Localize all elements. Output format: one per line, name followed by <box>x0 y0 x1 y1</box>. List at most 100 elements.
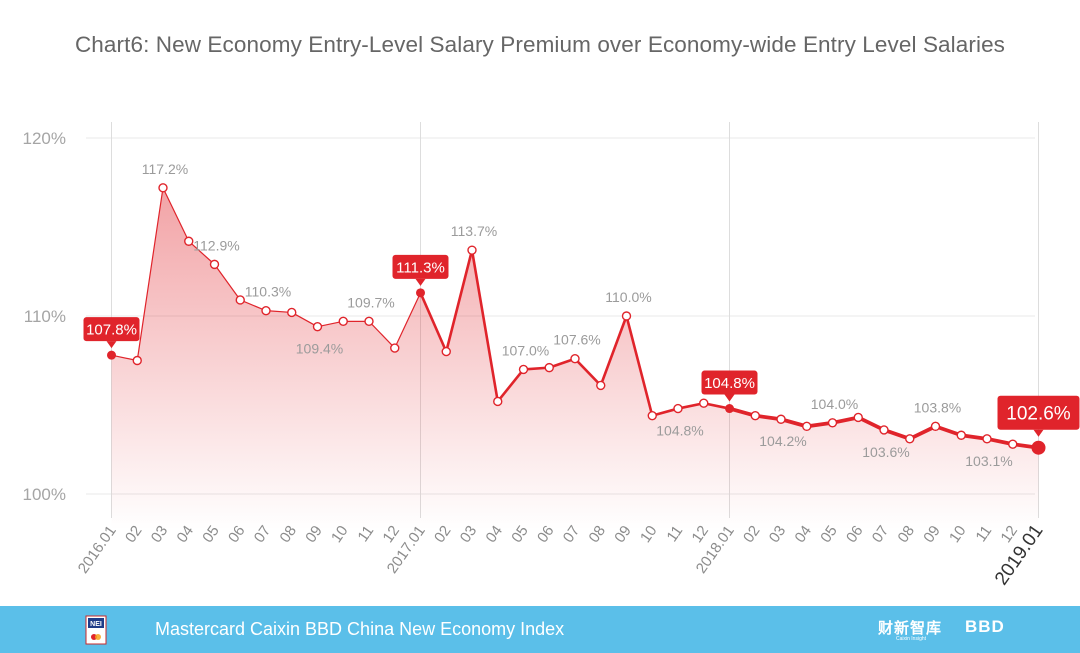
data-point <box>544 362 554 373</box>
x-tick-label: 05 <box>199 523 222 546</box>
x-tick-label: 07 <box>251 523 274 546</box>
data-point <box>184 236 194 246</box>
x-tick-label: 07 <box>560 523 583 546</box>
callout: 102.6% <box>997 395 1080 437</box>
series-segment <box>188 240 216 265</box>
x-tick-label: 12 <box>689 523 712 546</box>
series-segment <box>496 368 525 403</box>
data-label: 103.8% <box>914 399 961 415</box>
x-tick-label: 08 <box>277 523 300 546</box>
data-point <box>853 412 863 423</box>
x-tick-label: 03 <box>148 523 171 546</box>
x-tick-label: 02 <box>122 523 145 546</box>
data-point <box>312 321 323 332</box>
y-tick-label: 100% <box>23 485 66 504</box>
nei-logo-icon: NEI <box>85 615 107 645</box>
callout-pointer <box>1033 429 1044 437</box>
x-tick-label: 2016.01 <box>75 523 120 577</box>
data-point <box>879 425 889 435</box>
series-segment <box>470 248 500 403</box>
chart-title: Chart6: New Economy Entry-Level Salary P… <box>74 32 1006 57</box>
bbd-logo: BBD <box>965 617 1005 636</box>
series-segment <box>291 311 319 328</box>
data-label: 109.7% <box>347 294 394 310</box>
x-tick-label: 12 <box>998 523 1021 546</box>
y-axis-ticks: 100% 110% 120% <box>23 129 66 504</box>
callout-pointer <box>724 394 735 402</box>
series-segment <box>368 320 396 349</box>
series-segment <box>625 314 654 417</box>
x-tick-label: 2019.01 <box>991 521 1048 589</box>
data-point <box>621 311 632 321</box>
data-label: 110.0% <box>605 289 651 305</box>
area-fill <box>111 187 1039 530</box>
callout-pointer <box>415 278 426 286</box>
data-point <box>107 350 116 360</box>
data-label: 103.6% <box>862 444 909 460</box>
callout-label: 104.8% <box>704 375 755 392</box>
data-point <box>390 343 400 353</box>
x-tick-label: 08 <box>586 523 609 546</box>
data-point <box>441 346 451 357</box>
y-tick-label: 110% <box>24 307 66 326</box>
series-area <box>111 187 1039 530</box>
x-tick-label: 06 <box>843 523 866 546</box>
footer-bar: NEI Mastercard Caixin BBD China New Econ… <box>0 606 1080 653</box>
data-point <box>802 421 812 432</box>
data-point <box>158 183 168 193</box>
x-tick-label: 02 <box>740 523 763 546</box>
data-point <box>261 305 271 316</box>
x-tick-label: 03 <box>766 523 789 546</box>
series-segment <box>907 424 938 441</box>
x-tick-label: 06 <box>534 523 557 546</box>
data-label: 104.0% <box>811 396 858 412</box>
data-point <box>673 403 683 414</box>
x-tick-label: 05 <box>508 523 531 546</box>
callout: 107.8% <box>83 317 140 349</box>
data-point <box>209 259 220 270</box>
data-point <box>647 410 657 421</box>
data-labels: 117.2% 112.9% 110.3% 109.4% 109.7% 113.7% 107.… <box>142 161 1013 469</box>
x-tick-label: 03 <box>457 523 480 546</box>
callout: 111.3% <box>392 254 449 286</box>
x-tick-label: 09 <box>920 523 943 546</box>
data-label: 109.4% <box>296 341 343 357</box>
callout-label: 102.6% <box>1006 404 1071 425</box>
data-point <box>338 316 348 327</box>
data-point <box>982 434 992 444</box>
data-label: 107.0% <box>502 342 549 358</box>
x-tick-label: 08 <box>895 523 918 546</box>
nei-logo-text: NEI <box>90 621 102 628</box>
x-tick-label: 04 <box>174 523 197 546</box>
data-point <box>725 404 734 414</box>
data-point <box>235 295 245 305</box>
x-tick-label: 04 <box>483 523 506 546</box>
data-label: 104.8% <box>656 423 703 439</box>
data-point <box>493 396 503 407</box>
data-point <box>364 316 374 327</box>
x-tick-label: 06 <box>225 523 248 546</box>
callout: 104.8% <box>701 370 758 402</box>
x-tick-label: 10 <box>946 523 969 546</box>
data-point <box>905 434 915 444</box>
data-points <box>107 183 1046 455</box>
footer-text: Mastercard Caixin BBD China New Economy … <box>155 619 565 639</box>
data-point <box>699 398 709 408</box>
data-point <box>1031 440 1046 455</box>
callout-label: 107.8% <box>86 322 137 339</box>
data-point <box>827 418 838 428</box>
series-segment <box>599 314 628 387</box>
data-point <box>467 245 477 255</box>
callout-box <box>83 317 140 342</box>
data-point <box>518 364 529 375</box>
data-point <box>776 414 786 424</box>
series-segment <box>856 415 886 432</box>
data-point <box>596 380 606 391</box>
data-point <box>750 410 760 421</box>
series-segment <box>213 263 241 301</box>
callout-label: 111.3% <box>396 259 445 276</box>
data-point <box>132 355 142 366</box>
callout-box <box>392 254 449 279</box>
data-point <box>930 421 941 432</box>
